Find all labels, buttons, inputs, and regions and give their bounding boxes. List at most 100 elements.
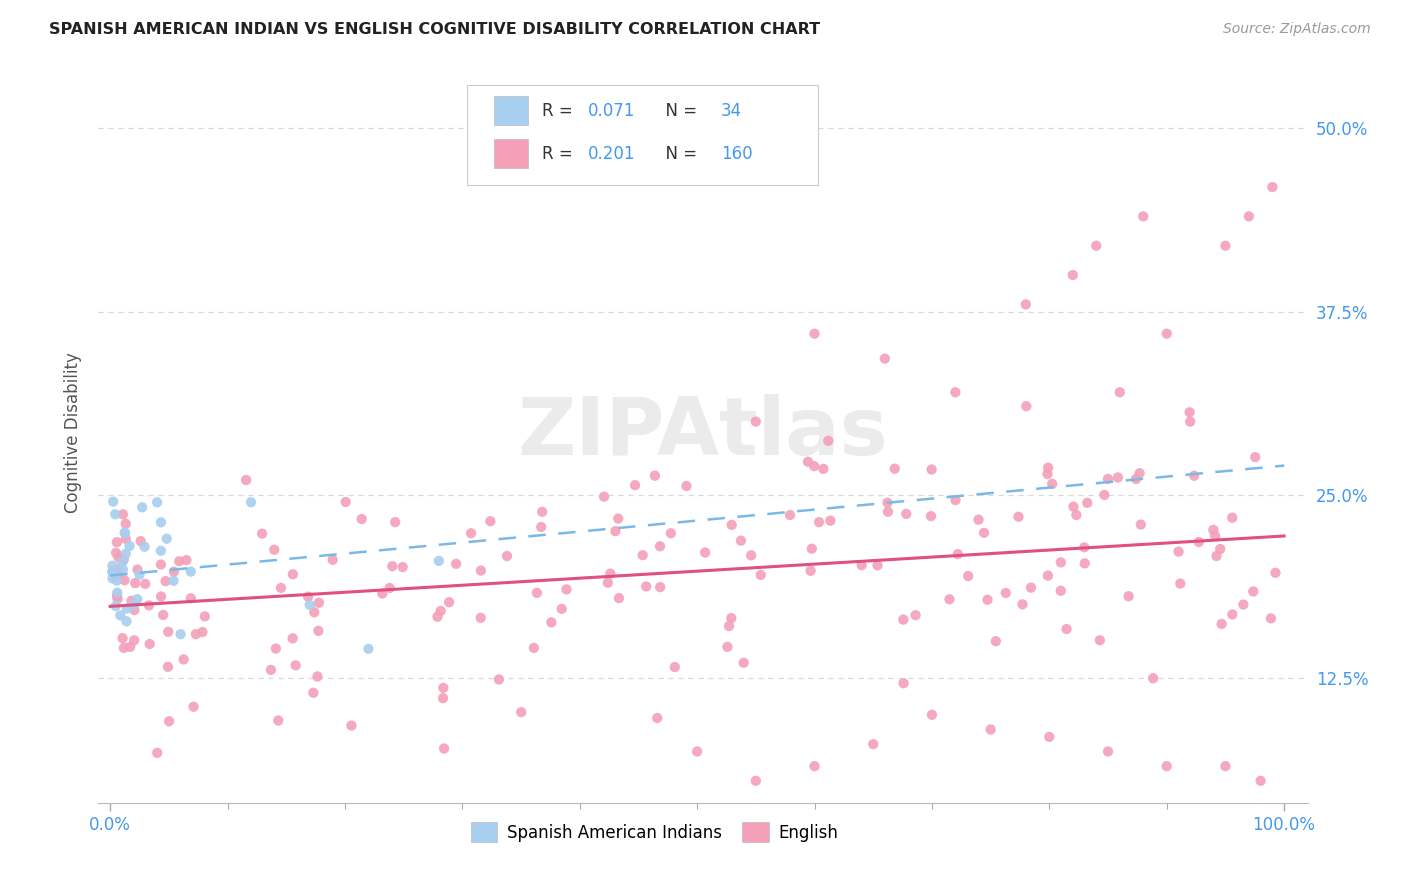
English <box>921 707 943 722</box>
English <box>281 632 304 646</box>
English <box>1007 509 1029 524</box>
English <box>957 569 980 583</box>
Spanish American Indians <box>180 565 202 579</box>
Text: R =: R = <box>543 102 578 120</box>
English <box>650 580 672 594</box>
Spanish American Indians <box>115 615 138 629</box>
English <box>1178 405 1201 419</box>
English <box>596 575 619 590</box>
Spanish American Indians <box>114 526 136 541</box>
English <box>297 590 319 604</box>
English <box>994 586 1017 600</box>
Spanish American Indians <box>114 547 136 561</box>
English <box>1156 326 1178 341</box>
English <box>432 691 454 706</box>
English <box>270 581 292 595</box>
English <box>1237 210 1260 224</box>
English <box>659 526 682 541</box>
English <box>114 574 136 588</box>
English <box>716 640 738 654</box>
English <box>803 326 825 341</box>
English <box>184 627 207 641</box>
English <box>730 533 752 548</box>
FancyBboxPatch shape <box>494 96 527 126</box>
Text: 160: 160 <box>721 145 752 163</box>
English <box>523 640 546 655</box>
English <box>1107 470 1129 484</box>
English <box>1097 472 1119 486</box>
English <box>510 705 533 719</box>
English <box>107 592 129 607</box>
English <box>866 558 889 573</box>
Spanish American Indians <box>110 608 132 623</box>
Spanish American Indians <box>101 564 124 578</box>
English <box>967 513 990 527</box>
English <box>593 490 616 504</box>
Spanish American Indians <box>101 558 124 573</box>
English <box>862 737 884 751</box>
English <box>1168 576 1191 591</box>
English <box>129 534 152 549</box>
Spanish American Indians <box>122 598 145 612</box>
English <box>183 699 205 714</box>
English <box>1125 472 1147 486</box>
English <box>105 568 128 582</box>
English <box>112 640 135 655</box>
English <box>433 741 456 756</box>
English <box>980 723 1002 737</box>
English <box>648 539 671 553</box>
English <box>893 676 915 690</box>
English <box>1011 598 1033 612</box>
Spanish American Indians <box>101 565 124 579</box>
English <box>1220 510 1243 524</box>
English <box>1215 238 1237 252</box>
English <box>122 633 145 648</box>
English <box>107 562 129 576</box>
English <box>156 660 179 674</box>
English <box>114 516 136 531</box>
English <box>496 549 519 563</box>
Spanish American Indians <box>104 599 127 613</box>
English <box>1232 598 1254 612</box>
English <box>176 553 198 567</box>
English <box>745 773 768 788</box>
English <box>263 542 285 557</box>
English <box>235 473 257 487</box>
Spanish American Indians <box>146 495 169 509</box>
English <box>307 669 329 683</box>
English <box>105 546 128 560</box>
English <box>631 548 654 562</box>
English <box>371 586 394 600</box>
English <box>173 652 195 666</box>
Spanish American Indians <box>162 574 184 588</box>
Spanish American Indians <box>149 516 172 530</box>
Spanish American Indians <box>105 574 128 588</box>
English <box>599 566 621 581</box>
English <box>432 681 454 695</box>
Spanish American Indians <box>111 563 134 577</box>
Text: 0.071: 0.071 <box>588 102 636 120</box>
English <box>531 505 554 519</box>
English <box>1129 467 1152 481</box>
Spanish American Indians <box>127 592 149 607</box>
Spanish American Indians <box>104 508 127 522</box>
English <box>645 711 668 725</box>
English <box>550 602 572 616</box>
English <box>1088 633 1111 648</box>
English <box>1074 557 1097 571</box>
English <box>945 493 967 508</box>
English <box>800 564 823 578</box>
English <box>322 553 344 567</box>
English <box>607 591 630 606</box>
English <box>1156 759 1178 773</box>
Text: 0.201: 0.201 <box>588 145 636 163</box>
English <box>105 589 128 603</box>
English <box>1211 616 1233 631</box>
English <box>335 495 357 509</box>
English <box>134 577 156 591</box>
English <box>1036 568 1059 582</box>
Spanish American Indians <box>101 494 124 508</box>
English <box>444 557 467 571</box>
English <box>381 559 404 574</box>
English <box>429 604 451 618</box>
